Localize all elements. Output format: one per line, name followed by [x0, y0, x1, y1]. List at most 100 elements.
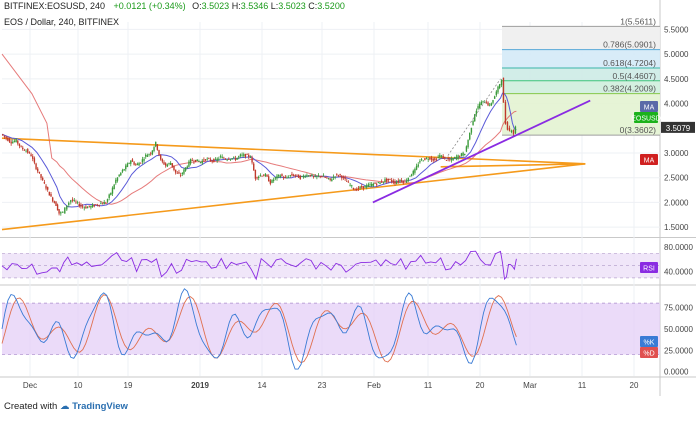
- candle-body: [394, 181, 396, 184]
- candle-body: [314, 176, 316, 178]
- ma-upper-badge: MA: [644, 105, 655, 112]
- candle-body: [342, 176, 345, 178]
- candle-body: [367, 184, 370, 187]
- candle-body: [218, 158, 220, 160]
- created-with-label: Created with: [4, 401, 58, 412]
- candle-body: [437, 156, 439, 158]
- candle-body: [281, 174, 283, 177]
- candle-body: [452, 158, 454, 161]
- candle-body: [35, 163, 37, 170]
- candle-body: [121, 170, 124, 172]
- candle-body: [120, 172, 122, 176]
- candle-body: [402, 180, 404, 183]
- candle-body: [174, 169, 177, 173]
- candle-body: [58, 209, 60, 214]
- price-tick-label: 5.5000: [664, 25, 689, 34]
- candle-body: [204, 159, 207, 161]
- open-label: O:: [192, 1, 202, 11]
- candle-body: [258, 176, 260, 178]
- candle-body: [349, 184, 351, 186]
- candle-body: [178, 172, 180, 174]
- candle-body: [415, 166, 418, 170]
- candle-body: [392, 180, 395, 183]
- candle-body: [55, 201, 57, 206]
- candle-body: [143, 159, 145, 161]
- stoch-tick-label: 75.0000: [664, 303, 693, 312]
- candle-body: [80, 204, 82, 207]
- candle-body: [485, 102, 488, 104]
- candle-body: [236, 157, 238, 160]
- candle-body: [145, 154, 147, 157]
- candle-body: [128, 162, 130, 164]
- tradingview-branding[interactable]: Created with ☁ TradingView: [4, 401, 128, 412]
- candle-body: [292, 174, 295, 176]
- candle-body: [404, 180, 406, 182]
- x-tick-label: 20: [630, 381, 639, 390]
- candle-body: [56, 204, 59, 211]
- x-tick-label: Mar: [523, 381, 537, 390]
- candle-body: [477, 106, 479, 109]
- candle-body: [18, 143, 21, 147]
- candle-body: [357, 187, 360, 189]
- candle-body: [294, 175, 296, 177]
- fib-level-label: 0.786(5.0901): [603, 40, 656, 50]
- candle-body: [28, 152, 31, 154]
- candle-body: [179, 174, 182, 176]
- candle-body: [472, 121, 474, 126]
- candle-body: [334, 176, 336, 178]
- candle-body: [266, 174, 268, 177]
- candle-body: [371, 183, 373, 187]
- x-tick-label: 11: [424, 381, 433, 390]
- candle-body: [321, 176, 323, 177]
- low-label: L:: [270, 1, 279, 11]
- candle-body: [196, 159, 198, 162]
- candle-body: [37, 168, 39, 172]
- candle-body: [254, 169, 257, 179]
- candle-body: [221, 156, 223, 159]
- candle-body: [287, 177, 290, 179]
- stoch-k-badge: %K: [644, 340, 655, 347]
- candle-body: [199, 161, 202, 163]
- fib-level-label: 1(5.5611): [620, 16, 656, 26]
- candle-body: [267, 176, 270, 182]
- candle-body: [427, 159, 429, 160]
- candle-body: [88, 205, 90, 207]
- candle-body: [223, 157, 225, 159]
- candle-body: [50, 194, 52, 197]
- stoch-k-line: [1, 288, 517, 370]
- candle-body: [385, 178, 388, 182]
- candle-body: [495, 91, 498, 96]
- candle-body: [244, 154, 247, 157]
- candle-body: [480, 101, 483, 105]
- candle-body: [284, 176, 287, 178]
- candle-body: [243, 154, 245, 156]
- candle-body: [130, 160, 132, 164]
- candle-body: [38, 171, 41, 174]
- candle-body: [166, 164, 169, 167]
- x-tick-label: 20: [476, 381, 485, 390]
- candle-body: [22, 147, 24, 150]
- candle-body: [450, 158, 453, 161]
- candle-body: [510, 130, 513, 133]
- candle-body: [216, 158, 218, 161]
- candle-body: [306, 175, 308, 176]
- candle-body: [493, 96, 496, 99]
- candle-body: [264, 173, 267, 177]
- candle-body: [45, 185, 47, 189]
- price-tick-label: 1.5000: [664, 223, 689, 232]
- candle-body: [445, 160, 448, 161]
- high-value: 3.5346: [240, 1, 269, 11]
- candle-body: [191, 159, 193, 161]
- candle-body: [422, 160, 424, 162]
- candle-body: [467, 140, 469, 148]
- candle-body: [425, 158, 428, 159]
- candle-body: [246, 154, 248, 155]
- candle-body: [46, 187, 49, 190]
- candle-body: [390, 180, 393, 182]
- candle-body: [173, 165, 175, 170]
- candle-body: [189, 159, 192, 164]
- last-price-badge: 3.5079: [666, 124, 691, 133]
- candle-body: [73, 200, 75, 201]
